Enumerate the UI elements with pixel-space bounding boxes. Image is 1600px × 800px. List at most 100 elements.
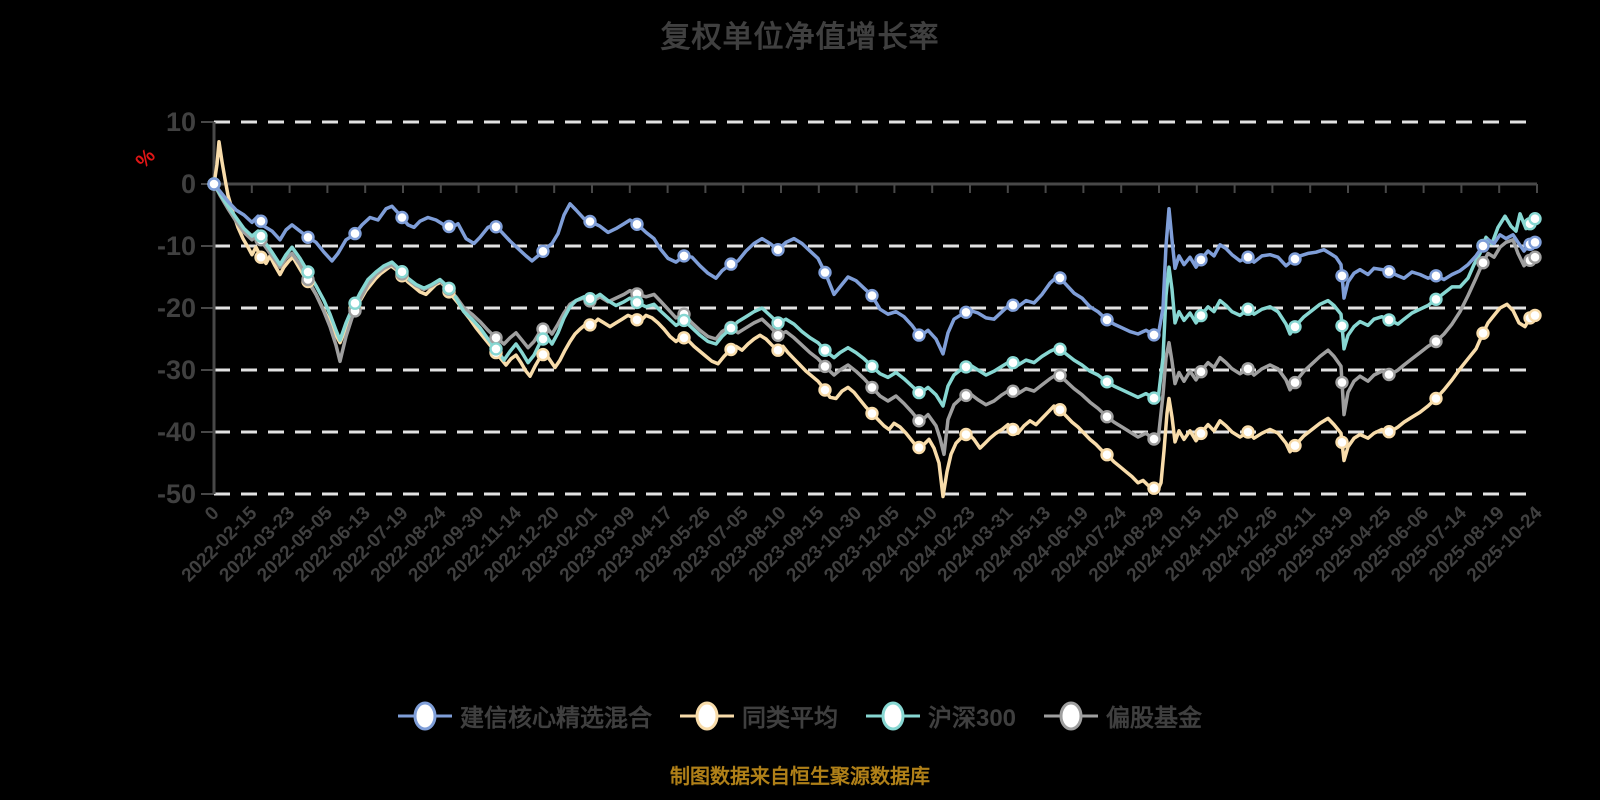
data-point-marker [1053,271,1067,285]
y-axis-label: -50 [157,479,196,509]
legend-label: 同类平均 [741,705,838,732]
data-point-marker [489,220,503,234]
data-point-marker [865,406,879,421]
data-point-marker [630,217,644,232]
data-point-marker [1147,432,1161,446]
data-point-marker [1476,256,1490,270]
data-point-marker [1100,410,1114,424]
data-point-marker [912,440,926,455]
data-point-marker [489,331,503,345]
data-point-marker [1476,239,1490,253]
data-point-marker [207,177,221,191]
data-point-marker [254,214,268,228]
data-point-marker [1006,422,1020,437]
data-point-marker [583,214,597,229]
data-point-marker [818,265,832,280]
data-point-marker [1006,384,1020,398]
data-point-marker [1241,250,1255,264]
y-axis-unit-percent: % [132,145,160,173]
data-point-marker [959,305,973,319]
data-point-marker [771,242,785,257]
data-point-marker [1528,250,1542,264]
source-note: 制图数据来自恒生聚源数据库 [670,766,930,788]
data-point-marker [959,388,973,403]
data-point-marker [1053,342,1067,356]
data-point-marker [1528,235,1542,250]
data-point-marker [865,288,879,303]
data-point-marker [1476,326,1490,340]
y-axis-label: 10 [166,107,196,137]
data-point-marker [771,328,785,342]
data-point-marker [1100,375,1114,389]
data-point-marker [1006,298,1020,312]
data-point-marker [301,230,315,245]
data-point-marker [818,383,832,397]
data-point-marker [912,385,926,400]
data-point-marker [771,316,785,330]
y-axis-label: -20 [157,293,196,323]
y-axis-label: -10 [157,231,196,261]
data-point-marker [489,342,503,356]
data-point-marker [1241,425,1255,439]
chart-title: 复权单位净值增长率 [660,21,940,54]
data-point-marker [1382,313,1396,327]
data-point-marker [1147,481,1161,495]
data-point-marker [395,265,409,279]
data-point-marker [583,318,597,332]
legend-label: 偏股基金 [1106,705,1203,732]
legend-item-4[interactable]: 偏股基金 [1044,698,1202,733]
data-point-marker [583,292,597,306]
legend-marker-icon [865,701,920,730]
data-point-marker [1382,367,1396,382]
data-point-marker [1335,269,1349,283]
y-axis-label: -30 [157,355,196,385]
data-point-marker [1382,265,1396,279]
data-point-marker [865,380,879,395]
data-point-marker [536,347,550,362]
data-point-marker [1100,448,1114,462]
data-point-marker [724,342,738,357]
data-point-marker [348,296,362,310]
legend-item-3[interactable]: 沪深300 [865,698,1017,733]
legend-label: 沪深300 [927,705,1017,732]
y-axis-label: 0 [181,169,196,199]
data-point-marker [771,343,785,357]
legend-item-2[interactable]: 同类平均 [679,698,838,733]
data-point-marker [442,281,456,295]
data-point-marker [1335,435,1349,449]
data-point-marker [677,313,691,328]
data-point-marker [677,331,691,345]
data-point-marker [254,229,268,243]
data-point-marker [912,328,926,342]
legend-label: 建信核心精选混合 [459,705,652,732]
data-point-marker [1429,334,1443,349]
data-point-marker [301,265,315,279]
data-point-marker [724,321,738,335]
data-point-marker [630,313,644,327]
data-point-marker [630,295,644,310]
data-point-marker [536,332,550,346]
legend: 建信核心精选混合 同类平均 沪深300 偏股基金 [0,698,1600,733]
data-point-marker [1429,391,1443,406]
data-point-marker [724,257,738,271]
series-line-2 [212,182,1537,408]
data-point-marker [1335,375,1349,390]
data-point-marker [442,219,456,234]
data-point-marker [1288,375,1302,390]
data-point-marker [1241,362,1255,376]
data-point-marker [1382,425,1396,439]
data-point-marker [865,359,879,373]
legend-item-1[interactable]: 建信核心精选混合 [397,698,652,733]
data-point-marker [1241,302,1255,316]
data-point-marker [1429,269,1443,283]
x-axis-label: 0 [201,503,223,525]
legend-marker-icon [397,701,452,730]
data-point-marker [818,343,832,357]
data-point-marker [1147,391,1161,405]
data-point-marker [1528,211,1542,226]
data-point-marker [959,427,973,442]
data-point-marker [1288,438,1302,453]
data-point-marker [536,244,550,259]
